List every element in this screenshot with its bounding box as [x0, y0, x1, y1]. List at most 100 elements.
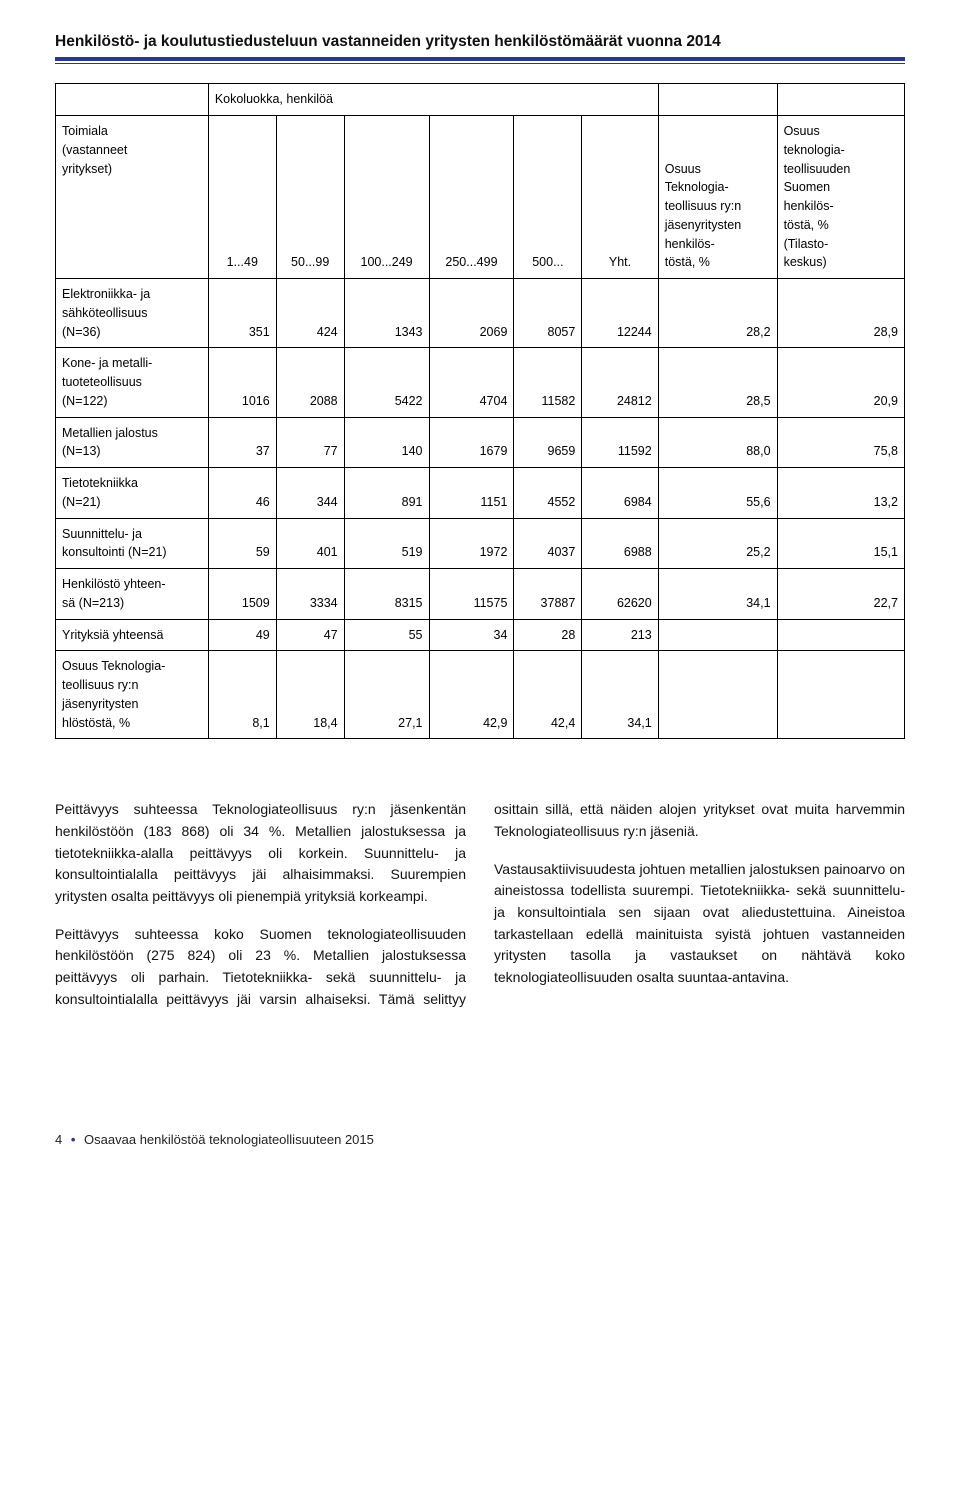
- cell: 25,2: [658, 518, 777, 569]
- cell: 8315: [344, 569, 429, 620]
- table-row: Yrityksiä yhteensä4947553428213: [56, 619, 905, 651]
- cell: 37887: [514, 569, 582, 620]
- cell: 77: [276, 417, 344, 468]
- hdr-sizecol: Yht.: [582, 116, 658, 279]
- table-row: Suunnittelu- jakonsultointi (N=21)594015…: [56, 518, 905, 569]
- hdr-right2: Osuusteknologia-teollisuudenSuomenhenkil…: [777, 116, 904, 279]
- hdr-blank-right2: [777, 84, 904, 116]
- hdr-rowlabel: Toimiala(vastanneetyritykset): [56, 116, 209, 279]
- cell: 4704: [429, 348, 514, 417]
- cell: 1151: [429, 468, 514, 519]
- cell: 47: [276, 619, 344, 651]
- cell: 5422: [344, 348, 429, 417]
- table-row: Kone- ja metalli-tuoteteollisuus(N=122)1…: [56, 348, 905, 417]
- cell: 22,7: [777, 569, 904, 620]
- cell: 18,4: [276, 651, 344, 739]
- row-label: Kone- ja metalli-tuoteteollisuus(N=122): [56, 348, 209, 417]
- cell: 34: [429, 619, 514, 651]
- cell: 11582: [514, 348, 582, 417]
- hdr-right1: OsuusTeknologia-teollisuus ry:njäsenyrit…: [658, 116, 777, 279]
- cell: 15,1: [777, 518, 904, 569]
- cell: 75,8: [777, 417, 904, 468]
- hdr-sizecol: 500...: [514, 116, 582, 279]
- paragraph: Peittävyys suhteessa Teknologiateollisuu…: [55, 799, 466, 907]
- table-row: Henkilöstö yhteen-sä (N=213)150933348315…: [56, 569, 905, 620]
- hdr-sizecol: 1...49: [208, 116, 276, 279]
- page-footer: 4 • Osaavaa henkilöstöä teknologiateolli…: [55, 1130, 905, 1150]
- row-label: Tietotekniikka(N=21): [56, 468, 209, 519]
- cell: 55: [344, 619, 429, 651]
- cell: 1972: [429, 518, 514, 569]
- cell: [658, 619, 777, 651]
- cell: 24812: [582, 348, 658, 417]
- cell: 9659: [514, 417, 582, 468]
- cell: 891: [344, 468, 429, 519]
- cell: 1016: [208, 348, 276, 417]
- cell: 11592: [582, 417, 658, 468]
- cell: 6988: [582, 518, 658, 569]
- cell: 401: [276, 518, 344, 569]
- hdr-sizecol: 250...499: [429, 116, 514, 279]
- body-text: Peittävyys suhteessa Teknologiateollisuu…: [55, 799, 905, 1010]
- cell: 140: [344, 417, 429, 468]
- cell: 3334: [276, 569, 344, 620]
- cell: [777, 619, 904, 651]
- footer-doc-title: Osaavaa henkilöstöä teknologiateollisuut…: [84, 1132, 374, 1147]
- cell: 37: [208, 417, 276, 468]
- title-rule: [55, 57, 905, 65]
- cell: 27,1: [344, 651, 429, 739]
- cell: 49: [208, 619, 276, 651]
- table-row: Tietotekniikka(N=21)46344891115145526984…: [56, 468, 905, 519]
- cell: 2088: [276, 348, 344, 417]
- cell: 424: [276, 279, 344, 348]
- cell: 59: [208, 518, 276, 569]
- cell: 11575: [429, 569, 514, 620]
- cell: 2069: [429, 279, 514, 348]
- cell: 213: [582, 619, 658, 651]
- row-label: Elektroniikka- jasähköteollisuus(N=36): [56, 279, 209, 348]
- cell: 46: [208, 468, 276, 519]
- footer-bullet: •: [66, 1132, 81, 1147]
- paragraph: Vastausaktiivisuudesta johtuen metallien…: [494, 859, 905, 989]
- cell: 28,5: [658, 348, 777, 417]
- hdr-blank-topleft: [56, 84, 209, 116]
- cell: 1343: [344, 279, 429, 348]
- cell: 42,4: [514, 651, 582, 739]
- cell: 62620: [582, 569, 658, 620]
- cell: [777, 651, 904, 739]
- cell: 1509: [208, 569, 276, 620]
- row-label: Suunnittelu- jakonsultointi (N=21): [56, 518, 209, 569]
- row-label: Metallien jalostus(N=13): [56, 417, 209, 468]
- cell: 88,0: [658, 417, 777, 468]
- cell: 34,1: [658, 569, 777, 620]
- cell: 55,6: [658, 468, 777, 519]
- cell: 8057: [514, 279, 582, 348]
- hdr-sizecol: 100...249: [344, 116, 429, 279]
- page-number: 4: [55, 1132, 62, 1147]
- cell: 20,9: [777, 348, 904, 417]
- cell: [658, 651, 777, 739]
- cell: 13,2: [777, 468, 904, 519]
- cell: 6984: [582, 468, 658, 519]
- table-row: Metallien jalostus(N=13)3777140167996591…: [56, 417, 905, 468]
- table-row: Osuus Teknologia-teollisuus ry:njäsenyri…: [56, 651, 905, 739]
- cell: 42,9: [429, 651, 514, 739]
- cell: 1679: [429, 417, 514, 468]
- cell: 8,1: [208, 651, 276, 739]
- cell: 12244: [582, 279, 658, 348]
- cell: 344: [276, 468, 344, 519]
- row-label: Osuus Teknologia-teollisuus ry:njäsenyri…: [56, 651, 209, 739]
- cell: 28,9: [777, 279, 904, 348]
- cell: 34,1: [582, 651, 658, 739]
- table-row: Elektroniikka- jasähköteollisuus(N=36)35…: [56, 279, 905, 348]
- cell: 519: [344, 518, 429, 569]
- cell: 4037: [514, 518, 582, 569]
- hdr-sizecol: 50...99: [276, 116, 344, 279]
- cell: 28,2: [658, 279, 777, 348]
- data-table: Kokoluokka, henkilöä Toimiala(vastanneet…: [55, 83, 905, 739]
- cell: 4552: [514, 468, 582, 519]
- cell: 28: [514, 619, 582, 651]
- table-title: Henkilöstö- ja koulutustiedusteluun vast…: [55, 30, 905, 53]
- row-label: Henkilöstö yhteen-sä (N=213): [56, 569, 209, 620]
- hdr-sizeclass-span: Kokoluokka, henkilöä: [208, 84, 658, 116]
